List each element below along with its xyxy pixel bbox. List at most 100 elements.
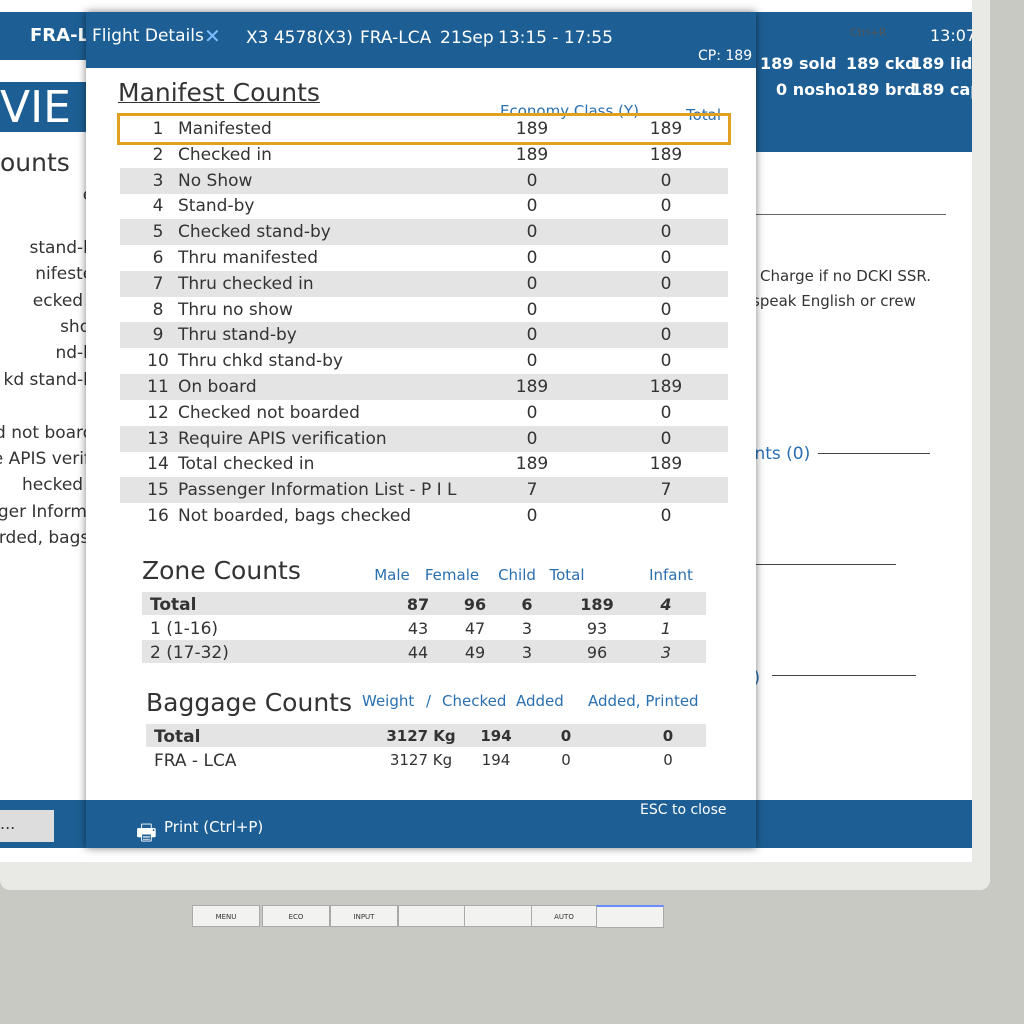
times: 13:15 - 17:55 [498, 28, 613, 48]
row-label: Passenger Information List - P I L [178, 480, 457, 501]
refresh[interactable]: Ctrl+R [850, 26, 887, 39]
stat: 189 ckd [846, 54, 917, 73]
row-label: Not boarded, bags checked [178, 506, 412, 526]
manifest-row[interactable]: 16 Not boarded, bags checked 0 0 [120, 503, 728, 529]
row-label: Thru chkd stand-by [178, 351, 343, 372]
printer-icon: 🖶 [136, 821, 157, 846]
side-item: stand-by [29, 237, 105, 258]
column-header: Infant [649, 566, 693, 584]
row-label: Stand-by [178, 196, 255, 217]
column-header: Checked [442, 692, 507, 710]
stat: 189 cap [911, 80, 972, 99]
total-count: 0 [660, 299, 672, 320]
manifest-row[interactable]: 2 Checked in 189 189 [120, 142, 728, 168]
manifest-row[interactable]: 9 Thru stand-by 0 0 [120, 322, 728, 349]
stat: 0 nosho [776, 80, 847, 99]
column-header: Added [516, 692, 564, 710]
total-count: 0 [660, 222, 672, 243]
manifest-row[interactable]: 5 Checked stand-by 0 0 [120, 219, 728, 246]
row-number: 11 [147, 377, 169, 397]
baggage-value: 0 [663, 751, 673, 769]
column-header: Added, Printed [588, 692, 699, 710]
power-button[interactable] [596, 905, 664, 928]
note: Charge if no DCKI SSR. [760, 267, 932, 285]
section-title: Baggage Counts [146, 688, 352, 717]
column-header: Female [424, 566, 480, 584]
section-link[interactable]: ents (0) [744, 444, 811, 464]
economy-count: 189 [515, 119, 549, 139]
manifest-row[interactable]: 10 Thru chkd stand-by 0 0 [120, 348, 728, 374]
total-count: 189 [649, 119, 683, 139]
baggage-label: Total [154, 727, 201, 747]
manifest-row[interactable]: 4 Stand-by 0 0 [120, 193, 728, 219]
more-button[interactable]: ... [0, 810, 54, 842]
economy-count: 0 [526, 248, 538, 268]
economy-count: 0 [526, 506, 538, 526]
row-number: 6 [152, 248, 164, 268]
zone-count: 47 [464, 619, 486, 638]
row-number: 7 [152, 273, 164, 294]
total-count: 0 [660, 325, 672, 346]
print-button[interactable]: Print (Ctrl+P) [164, 818, 264, 836]
divider [756, 564, 896, 565]
side-item: arded, bags c [0, 528, 104, 549]
dialog-header: Flight Details ✕ X3 4578(X3) FRA-LCA 21S… [86, 12, 756, 68]
manifest-row[interactable]: 6 Thru manifested 0 0 [120, 245, 728, 271]
manifest-row[interactable]: 12 Checked not boarded 0 0 [120, 400, 728, 426]
baggage-value: 0 [662, 727, 674, 745]
monitor-button[interactable]: INPUT [330, 905, 398, 927]
heading-stub: VIE [0, 82, 71, 133]
zone-row: 1 (1-16) 43 47 3 93 1 [142, 616, 706, 639]
monitor-button[interactable] [398, 905, 466, 927]
row-label: Thru checked in [178, 273, 314, 294]
economy-count: 189 [515, 454, 549, 475]
baggage-value: 194 [481, 751, 511, 769]
row-label: Thru no show [178, 299, 293, 320]
column-header: Total [686, 106, 722, 124]
monitor-button[interactable]: AUTO [530, 905, 598, 927]
baggage-value: 3127 Kg [389, 751, 453, 769]
zone-count: 1 [660, 619, 672, 638]
economy-count: 0 [526, 196, 538, 217]
section-title: Manifest Counts [118, 78, 320, 107]
baggage-value: 194 [480, 727, 512, 745]
manifest-row[interactable]: 13 Require APIS verification 0 0 [120, 425, 728, 452]
row-number: 10 [147, 351, 169, 372]
total-count: 0 [660, 196, 672, 217]
economy-count: 0 [526, 222, 538, 243]
manifest-row[interactable]: 11 On board 189 189 [120, 374, 728, 400]
divider [772, 675, 916, 676]
zone-label: 2 (17-32) [150, 643, 229, 663]
baggage-label: FRA - LCA [154, 751, 237, 771]
row-number: 16 [147, 506, 169, 526]
close-hint[interactable]: ESC to close [640, 802, 727, 818]
row-label: Checked stand-by [178, 222, 331, 243]
total-count: 0 [660, 273, 672, 294]
manifest-row[interactable]: 14 Total checked in 189 189 [120, 451, 728, 477]
zone-count: 4 [660, 595, 672, 614]
monitor-button[interactable] [464, 905, 532, 927]
zone-count: 96 [463, 595, 487, 614]
zone-count: 3 [521, 643, 533, 662]
baggage-value: 0 [560, 727, 572, 745]
monitor-button[interactable]: MENU [192, 905, 260, 927]
total-count: 0 [660, 248, 672, 268]
heading-bar [0, 82, 86, 132]
side-item: kd stand-by [3, 369, 104, 390]
manifest-row[interactable]: 15 Passenger Information List - P I L 7 7 [120, 477, 728, 504]
row-number: 3 [152, 170, 164, 191]
manifest-row[interactable]: 7 Thru checked in 0 0 [120, 270, 728, 297]
monitor-button[interactable]: ECO [262, 905, 330, 927]
column-header: Male [374, 566, 410, 584]
row-label: Manifested [178, 119, 272, 139]
zone-count: 3 [521, 619, 533, 638]
manifest-row[interactable]: 8 Thru no show 0 0 [120, 297, 728, 323]
side-item: ger Informat [0, 501, 104, 522]
manifest-row[interactable]: 1 Manifested 189 189 [117, 113, 731, 145]
zone-count: 87 [406, 595, 430, 614]
manifest-row[interactable]: 3 No Show 0 0 [120, 167, 728, 194]
row-number: 15 [147, 480, 169, 501]
clock: 13:07 [930, 26, 972, 45]
row-label: Checked not boarded [178, 402, 360, 423]
